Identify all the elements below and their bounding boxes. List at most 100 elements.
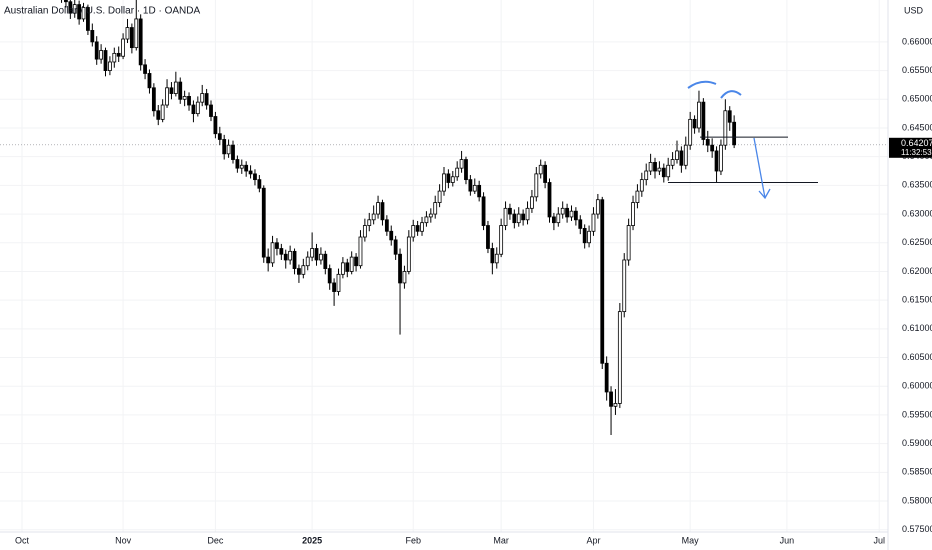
candle-body <box>613 403 618 407</box>
candle-body <box>714 150 719 172</box>
candle-body <box>481 196 486 226</box>
candle-body <box>516 213 521 224</box>
candle-body <box>710 144 715 152</box>
candle-body <box>556 213 561 224</box>
y-tick-label: 0.59500 <box>902 409 932 419</box>
candle-body <box>129 27 134 49</box>
candle-body <box>477 184 482 198</box>
candle-body <box>266 256 271 264</box>
candle-body <box>191 104 196 115</box>
candle-body <box>147 73 152 89</box>
y-tick-label: 0.59000 <box>902 438 932 448</box>
candle-body <box>560 207 565 215</box>
candle-body <box>648 162 653 172</box>
candle-body <box>244 164 249 172</box>
x-tick-label: May <box>682 535 700 545</box>
x-tick-label: Jul <box>873 535 885 545</box>
candle-body <box>420 222 424 232</box>
candle-body <box>204 93 209 106</box>
candle-body <box>217 133 222 140</box>
candle-body <box>173 81 178 94</box>
candle-body <box>626 225 631 261</box>
candle-body <box>402 271 407 284</box>
candle-body <box>169 87 174 94</box>
candle-body <box>103 50 108 71</box>
candle-body <box>235 159 240 169</box>
candle-body <box>112 52 117 63</box>
annotation-arc <box>687 80 717 89</box>
candle-body <box>679 150 684 166</box>
y-tick-label: 0.65000 <box>902 94 932 104</box>
candle-body <box>178 81 183 100</box>
candle-body <box>77 4 82 20</box>
candle-body <box>415 225 420 232</box>
x-tick-label: 2025 <box>302 535 322 545</box>
candle-body <box>468 179 473 192</box>
candle-body <box>723 110 728 146</box>
candle-body <box>455 167 460 178</box>
y-tick-label: 0.60000 <box>902 381 932 391</box>
candle-body <box>521 213 526 221</box>
candle-body <box>525 207 530 221</box>
last-price-label: 0.64207 <box>901 138 932 148</box>
candle-body <box>490 248 495 264</box>
candle-body <box>239 164 244 169</box>
y-tick-label: 0.58000 <box>902 495 932 505</box>
x-tick-label: Nov <box>115 535 132 545</box>
candle-body <box>389 230 394 241</box>
candle-body <box>90 30 95 43</box>
candle-body <box>591 213 596 232</box>
candle-body <box>587 230 591 244</box>
candle-body <box>727 110 732 123</box>
candle-body <box>270 242 275 264</box>
candle-body <box>323 253 328 269</box>
candle-body <box>683 144 688 166</box>
candle-body <box>661 167 666 178</box>
candle-body <box>138 18 143 66</box>
candle-body <box>354 256 358 267</box>
candle-body <box>543 164 548 183</box>
candle-body <box>666 164 671 178</box>
y-tick-label: 0.62000 <box>902 266 932 276</box>
candle-body <box>200 93 205 103</box>
candle-body <box>697 101 701 129</box>
candle-body <box>358 236 363 267</box>
candle-body <box>371 213 376 221</box>
candle-body <box>283 253 288 261</box>
candle-body <box>248 170 253 175</box>
candle-body <box>442 173 446 192</box>
y-tick-label: 0.64500 <box>902 122 932 132</box>
candle-body <box>653 162 657 172</box>
candle-body <box>578 219 583 229</box>
candle-body <box>688 118 693 146</box>
candle-body <box>367 219 372 226</box>
candle-body <box>160 104 165 120</box>
last-price-box <box>889 137 932 158</box>
candle-body <box>428 213 433 218</box>
candle-body <box>499 225 504 255</box>
y-tick-label: 0.62500 <box>902 237 932 247</box>
x-tick-label: Dec <box>207 535 224 545</box>
candle-body <box>512 213 517 224</box>
candle-body <box>503 207 508 226</box>
candle-body <box>261 187 266 258</box>
candle-body <box>459 159 464 169</box>
candle-body <box>288 250 293 261</box>
y-tick-label: 0.61000 <box>902 323 932 333</box>
candle-body <box>486 225 490 249</box>
candle-body <box>411 225 416 238</box>
x-tick-label: Feb <box>405 535 421 545</box>
candle-body <box>437 190 442 203</box>
candle-body <box>398 253 402 284</box>
y-axis-label: USD <box>904 5 924 15</box>
candle-body <box>165 87 169 106</box>
candle-body <box>692 118 697 129</box>
candle-body <box>424 216 429 224</box>
candle-body <box>433 202 438 215</box>
candle-body <box>125 27 130 40</box>
candle-body <box>494 253 499 264</box>
candle-body <box>327 268 332 284</box>
candle-body <box>72 4 77 14</box>
candle-body <box>639 179 644 192</box>
